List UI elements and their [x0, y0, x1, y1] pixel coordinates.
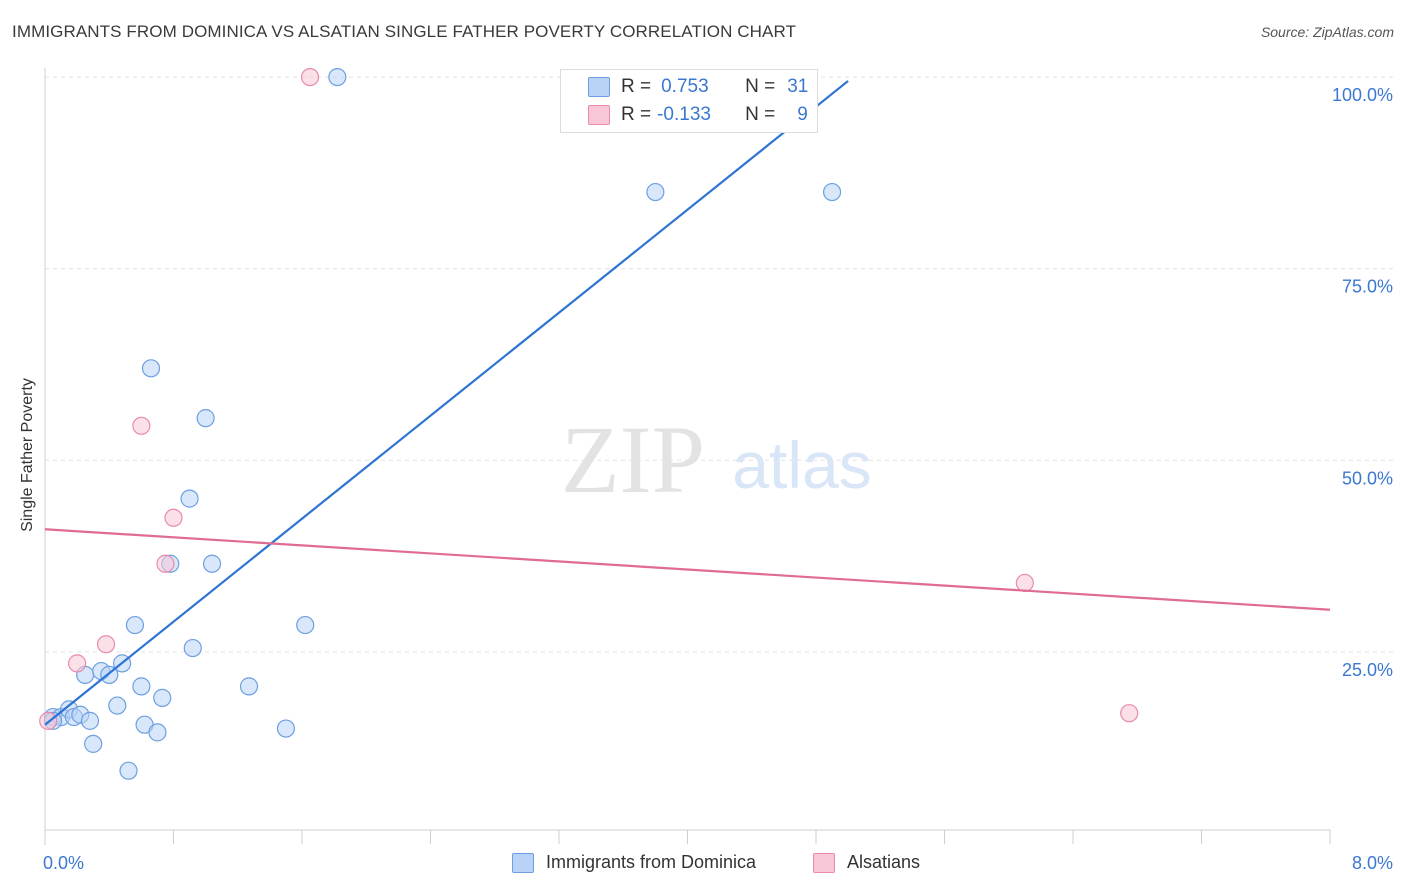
- y-tick-label: 50.0%: [1342, 468, 1393, 488]
- trend-line-dominica: [44, 80, 849, 726]
- point-alsatians: [96, 635, 116, 654]
- point-dominica: [276, 719, 296, 738]
- y-tick-label: 100.0%: [1332, 85, 1393, 105]
- watermark-zip: ZIP: [561, 406, 705, 513]
- x-tick-labels: 0.0% 8.0%: [43, 853, 1393, 873]
- legend-n-value: 31: [787, 76, 809, 97]
- data-points: [39, 67, 1139, 780]
- y-tick-label: 25.0%: [1342, 660, 1393, 680]
- legend-n-label: N =: [745, 104, 776, 125]
- point-alsatians: [132, 416, 151, 435]
- y-tick-labels: 100.0% 75.0% 50.0% 25.0%: [1332, 85, 1393, 680]
- trend-line-alsatians: [44, 528, 1331, 611]
- point-dominica: [183, 638, 202, 658]
- point-dominica: [646, 182, 665, 202]
- point-dominica: [125, 615, 145, 635]
- legend-r-label: R =: [621, 76, 652, 97]
- series-label-blue: Immigrants from Dominica: [546, 852, 757, 872]
- point-dominica: [84, 734, 103, 753]
- x-tick-label-right: 8.0%: [1352, 853, 1393, 873]
- point-dominica: [296, 615, 315, 635]
- point-alsatians: [300, 67, 320, 87]
- point-dominica: [196, 409, 215, 428]
- point-dominica: [239, 677, 259, 696]
- point-dominica: [119, 761, 138, 780]
- legend-row-pink: R = -0.133 N = 9: [621, 103, 808, 127]
- series-legend-pink: Alsatians: [813, 852, 920, 873]
- point-dominica: [328, 67, 347, 87]
- point-alsatians: [1015, 573, 1034, 593]
- legend-n-label: N =: [745, 76, 776, 97]
- series-label-pink: Alsatians: [847, 852, 921, 872]
- series-legend-blue: Immigrants from Dominica: [512, 852, 756, 873]
- legend-row-blue: R = 0.753 N = 31: [621, 75, 808, 99]
- point-dominica: [822, 182, 842, 202]
- point-alsatians: [156, 554, 175, 573]
- series-swatch-pink: [813, 852, 835, 873]
- legend-swatch-pink: [588, 105, 610, 125]
- point-dominica: [202, 554, 222, 573]
- point-dominica: [80, 711, 100, 730]
- point-dominica: [148, 723, 167, 742]
- gridlines: [45, 76, 1395, 653]
- point-alsatians: [164, 508, 183, 527]
- series-swatch-blue: [512, 852, 534, 873]
- point-dominica: [108, 696, 127, 715]
- point-dominica: [153, 688, 172, 707]
- point-alsatians: [1120, 704, 1139, 723]
- chart-title: IMMIGRANTS FROM DOMINICA VS ALSATIAN SIN…: [12, 22, 797, 41]
- legend-r-value: 0.753: [661, 76, 709, 97]
- point-dominica: [132, 677, 151, 696]
- legend-n-value: 9: [797, 104, 808, 125]
- watermark-atlas: atlas: [732, 428, 871, 502]
- y-tick-label: 75.0%: [1342, 277, 1393, 297]
- point-alsatians: [68, 654, 87, 673]
- x-tick-label-left: 0.0%: [43, 853, 84, 873]
- correlation-legend: R = 0.753 N = 31 R = -0.133 N = 9: [560, 69, 818, 133]
- point-dominica: [180, 489, 199, 508]
- trend-lines: [44, 80, 1331, 726]
- legend-r-value: -0.133: [657, 104, 711, 125]
- point-dominica: [141, 359, 161, 378]
- legend-swatch-blue: [588, 77, 610, 97]
- chart-source: Source: ZipAtlas.com: [1260, 24, 1394, 40]
- legend-r-label: R =: [621, 104, 652, 125]
